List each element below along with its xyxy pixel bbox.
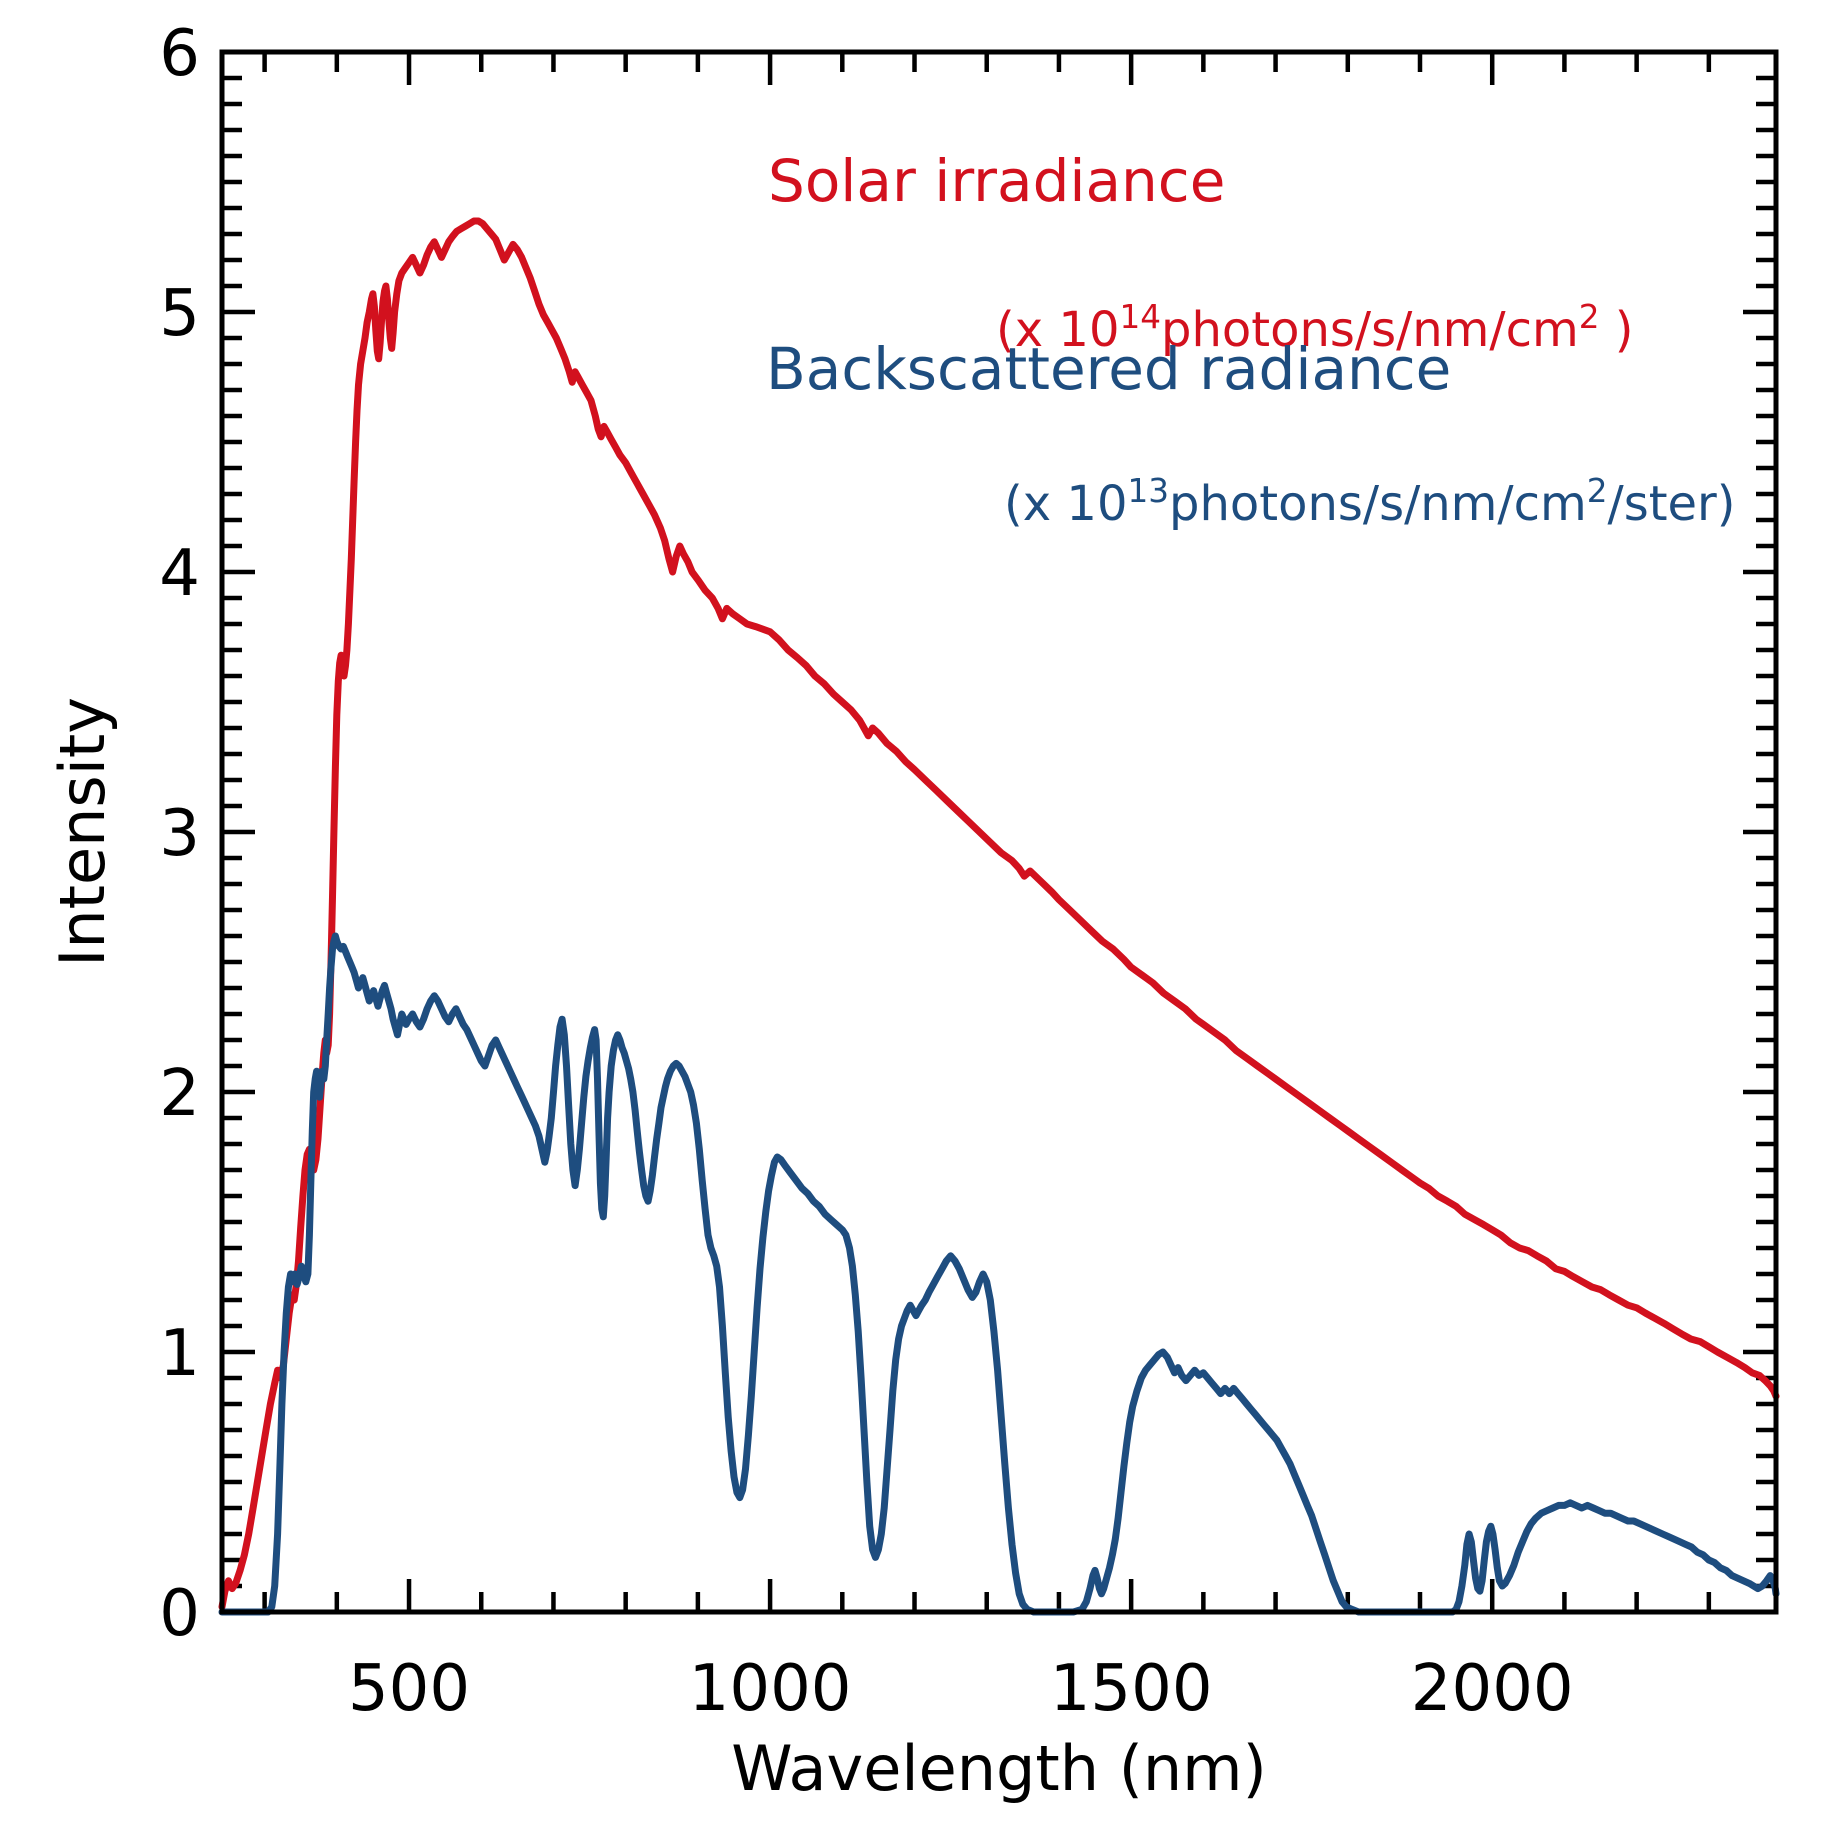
solar-units-exponent2: 2	[1578, 298, 1600, 336]
x-axis-tick-label: 500	[348, 1652, 470, 1726]
solar-units-open: (x 10	[996, 301, 1120, 358]
y-axis-tick-label: 4	[159, 537, 200, 611]
x-axis-tick-label: 1500	[1050, 1652, 1213, 1726]
y-axis-tick-label: 1	[159, 1317, 200, 1391]
y-axis-tick-label: 2	[159, 1057, 200, 1131]
y-axis-tick-label: 0	[159, 1577, 200, 1651]
backscatter-units-open: (x 10	[1004, 475, 1128, 532]
legend-backscattered-radiance-label: Backscattered radiance	[766, 335, 1452, 403]
legend-solar-irradiance-units: (x 1014photons/s/nm/cm2 )	[935, 253, 1634, 402]
y-axis-title: Intensity	[46, 697, 119, 967]
x-axis-title: Wavelength (nm)	[731, 1732, 1267, 1805]
legend-solar-irradiance-label: Solar irradiance	[768, 147, 1226, 215]
x-axis-tick-label: 2000	[1411, 1652, 1574, 1726]
solar-units-exponent: 14	[1119, 298, 1162, 336]
y-axis-tick-label: 5	[159, 277, 200, 351]
backscatter-units-exponent2: 2	[1586, 472, 1608, 510]
legend-backscattered-radiance-units: (x 1013photons/s/nm/cm2/ster)	[943, 427, 1736, 576]
solar-units-close: )	[1599, 301, 1634, 358]
y-axis-tick-label: 3	[159, 797, 200, 871]
solar-units-body: photons/s/nm/cm	[1161, 301, 1579, 358]
y-axis-tick-label: 6	[159, 17, 200, 91]
backscatter-units-body: photons/s/nm/cm	[1169, 475, 1587, 532]
backscatter-units-close: /ster)	[1607, 475, 1736, 532]
backscatter-units-exponent: 13	[1127, 472, 1170, 510]
series-curve-backscattered-radiance	[218, 932, 1780, 1616]
plot-frame	[219, 49, 1779, 1615]
x-axis-tick-label: 1000	[689, 1652, 852, 1726]
series-curve-solar-irradiance	[218, 217, 1780, 1611]
